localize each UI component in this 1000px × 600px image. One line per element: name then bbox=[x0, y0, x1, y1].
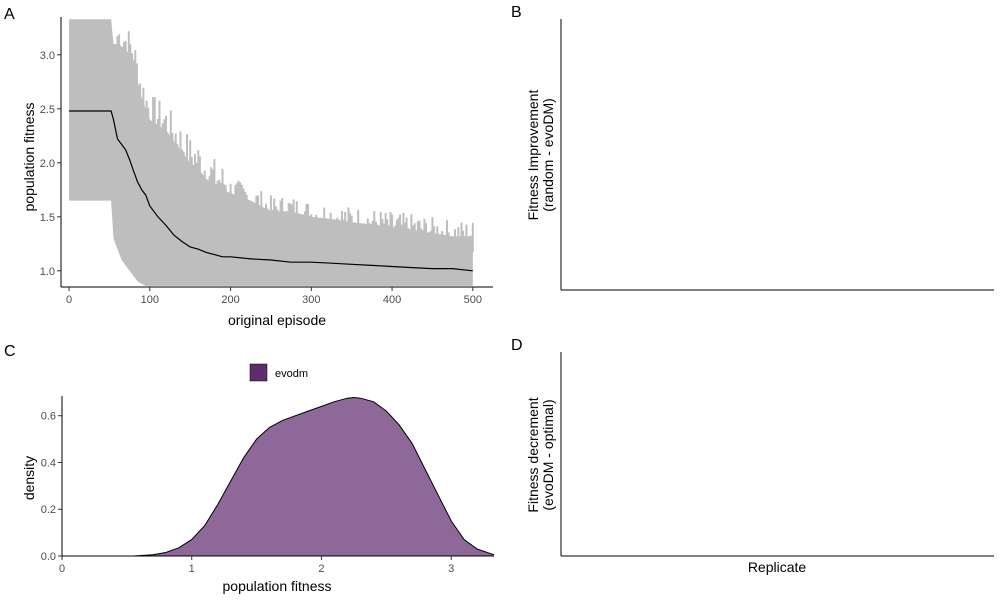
panel-c-x-tick-label: 0 bbox=[59, 563, 65, 575]
panel-b-tag: B bbox=[511, 4, 522, 21]
panel-c-density-outline bbox=[133, 396, 495, 557]
panel-a-y-ticks: 1.0 1.5 2.0 2.5 3.0 bbox=[40, 50, 61, 278]
panel-d: D Replicate Fitness decrement (evoDM - o… bbox=[511, 337, 994, 575]
panel-a-y-title: population fitness bbox=[21, 103, 37, 212]
panel-a-x-tick-label: 200 bbox=[221, 294, 239, 306]
panel-c-legend-key bbox=[249, 363, 268, 382]
panel-a-y-tick-label: 2.0 bbox=[40, 158, 55, 170]
panel-c-y-title: density bbox=[21, 456, 37, 500]
panel-d-y-title: Fitness decrement bbox=[525, 397, 541, 512]
panel-a-x-tick-label: 0 bbox=[66, 294, 72, 306]
panel-c-x-ticks: 0 1 2 3 bbox=[59, 556, 454, 575]
panel-a-x-tick-label: 500 bbox=[464, 294, 482, 306]
panel-a-x-ticks: 0 100 200 300 400 500 bbox=[66, 287, 482, 306]
panel-c-x-tick-label: 2 bbox=[318, 563, 324, 575]
panel-a-range-band bbox=[69, 19, 473, 286]
panel-b-y-title: Fitness Improvement bbox=[525, 90, 541, 221]
panel-c-y-tick-label: 0.2 bbox=[41, 504, 56, 516]
panel-a-x-tick-label: 400 bbox=[383, 294, 401, 306]
panel-c-plot bbox=[133, 396, 495, 557]
panel-a-tag: A bbox=[4, 6, 15, 23]
panel-a-y-tick-label: 1.0 bbox=[40, 266, 55, 278]
panel-c-x-tick-label: 3 bbox=[448, 563, 454, 575]
panel-c-x-tick-label: 1 bbox=[189, 563, 195, 575]
panel-d-x-title: Replicate bbox=[748, 559, 807, 575]
panel-c-y-tick-label: 0.6 bbox=[41, 411, 56, 423]
panel-c-legend-label: evodm bbox=[275, 368, 308, 380]
panel-a: A 0 100 200 300 400 500 1.0 1.5 2.0 2.5 3.0 origi… bbox=[4, 6, 493, 328]
panel-c-density-area bbox=[133, 397, 494, 556]
panel-a-band-spikes bbox=[116, 31, 474, 253]
panel-c-tag: C bbox=[4, 343, 16, 360]
panel-a-plot bbox=[69, 19, 474, 286]
panel-d-tag: D bbox=[511, 337, 523, 354]
panel-c: C evodm 0 1 2 3 0.0 0.2 0.4 0.6 population fit… bbox=[4, 343, 495, 594]
panel-a-x-tick-label: 300 bbox=[302, 294, 320, 306]
panel-a-x-title: original episode bbox=[228, 312, 326, 328]
panel-b-y-title-line2: (random - evoDM) bbox=[540, 98, 556, 212]
panel-b: B Fitness Improvement (random - evoDM) bbox=[511, 4, 994, 291]
panel-c-x-title: population fitness bbox=[223, 578, 332, 594]
panel-a-x-tick-label: 100 bbox=[141, 294, 159, 306]
panel-c-y-tick-label: 0.4 bbox=[41, 457, 56, 469]
panel-a-y-tick-label: 2.5 bbox=[40, 104, 55, 116]
panel-c-y-tick-label: 0.0 bbox=[41, 551, 56, 563]
panel-d-y-title-line2: (evoDM - optimal) bbox=[540, 399, 556, 510]
panel-a-y-tick-label: 3.0 bbox=[40, 50, 55, 62]
panel-a-y-tick-label: 1.5 bbox=[40, 212, 55, 224]
panel-c-y-ticks: 0.0 0.2 0.4 0.6 bbox=[41, 411, 62, 563]
panel-a-mean-line bbox=[69, 110, 473, 272]
